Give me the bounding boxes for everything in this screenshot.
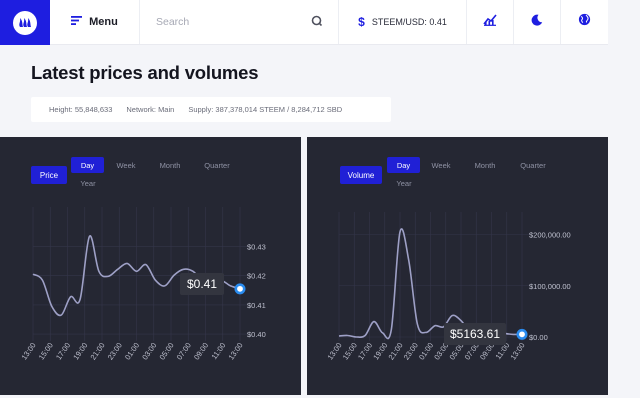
block-height: Height: 55,848,633 [49,105,113,114]
steem-logo[interactable] [0,0,50,45]
price-label-pill: Price [31,166,67,184]
volume-x-tick-label: 13:00 [508,341,526,362]
chart-icon [483,13,497,31]
search-icon[interactable] [311,13,323,31]
volume-y-tick-label: $0.00 [529,333,548,342]
price-tab-quarter[interactable]: Quarter [204,160,230,170]
steem-usd-rate[interactable]: $ STEEM/USD: 0.41 [339,0,467,44]
price-x-tick-label: 17:00 [54,341,72,362]
price-x-tick-label: 05:00 [157,341,175,362]
price-tab-week[interactable]: Week [116,160,136,170]
price-x-tick-label: 15:00 [37,341,55,362]
price-chart[interactable]: 13:00 15:00 17:00 19:00 21:00 23:00 01:00 03:00… [0,137,301,395]
volume-panel: Volume Day Week Month Quarter Year 13:00… [307,137,608,395]
price-y-tick-label: $0.42 [247,272,266,281]
price-y-tick-label: $0.40 [247,330,266,339]
price-x-tick-label: 11:00 [210,341,228,361]
price-tooltip: $0.41 [180,273,224,295]
page-footer-strip [0,398,640,407]
price-panel: Price Day Week Month Quarter Year 13:00 1… [0,137,301,395]
price-tab-day[interactable]: Day [71,157,104,173]
top-header: Menu $ STEEM/USD: 0.41 [0,0,608,45]
charts-button[interactable] [467,0,514,44]
price-x-tick-label: 01:00 [123,341,141,362]
language-button[interactable] [561,0,608,44]
volume-last-point-marker[interactable] [516,328,528,340]
volume-y-tick-label: $100,000.00 [529,282,571,291]
globe-icon [578,13,591,31]
price-y-tick-label: $0.43 [247,243,266,252]
supply-label: Supply: 387,378,014 STEEM / 8,284,712 SB… [188,105,343,114]
price-x-tick-label: 07:00 [175,341,193,362]
price-x-tick-label: 23:00 [106,341,124,362]
menu-label: Menu [89,16,118,28]
price-tab-year[interactable]: Year [80,178,96,188]
moon-icon [531,13,543,31]
search-input[interactable] [156,16,296,28]
price-last-point-marker[interactable] [234,283,246,295]
volume-x-tick-label: 15:00 [341,341,359,362]
volume-x-tick-label: 17:00 [356,341,374,362]
price-x-tick-label: 21:00 [88,341,106,362]
volume-tab-week[interactable]: Week [431,160,451,170]
volume-tab-quarter[interactable]: Quarter [520,160,546,170]
volume-x-tick-label: 13:00 [325,341,343,362]
chain-info-bar: Height: 55,848,633 Network: Main Supply:… [31,97,391,122]
volume-tab-day[interactable]: Day [387,157,420,173]
volume-x-tick-label: 19:00 [371,341,389,362]
volume-tooltip: $5163.61 [444,323,506,345]
rate-label: STEEM/USD: 0.41 [371,17,447,27]
menu-button[interactable]: Menu [50,0,140,44]
steem-logo-icon [13,10,37,35]
dark-mode-toggle[interactable] [514,0,561,44]
volume-x-tick-label: 21:00 [386,341,404,362]
volume-x-tick-label: 23:00 [402,341,420,362]
volume-x-tick-label: 01:00 [417,341,435,362]
dollar-icon: $ [358,15,365,29]
menu-icon [71,16,83,28]
price-x-tick-label: 03:00 [140,341,158,362]
volume-y-tick-label: $200,000.00 [529,231,571,240]
price-x-tick-label: 13:00 [19,341,37,362]
search-box [140,0,339,44]
volume-tab-year[interactable]: Year [396,178,412,188]
volume-label-pill: Volume [340,166,382,184]
volume-tab-month[interactable]: Month [474,160,496,170]
price-x-tick-label: 13:00 [226,341,244,362]
price-tab-month[interactable]: Month [159,160,181,170]
network-label: Network: Main [126,105,175,114]
price-x-tick-label: 19:00 [71,341,89,362]
price-y-tick-label: $0.41 [247,301,266,310]
page-title: Latest prices and volumes [31,62,259,83]
price-x-tick-label: 09:00 [192,341,210,362]
volume-chart[interactable]: 13:0015:0017:0019:0021:0023:0001:0003:00… [307,137,608,395]
